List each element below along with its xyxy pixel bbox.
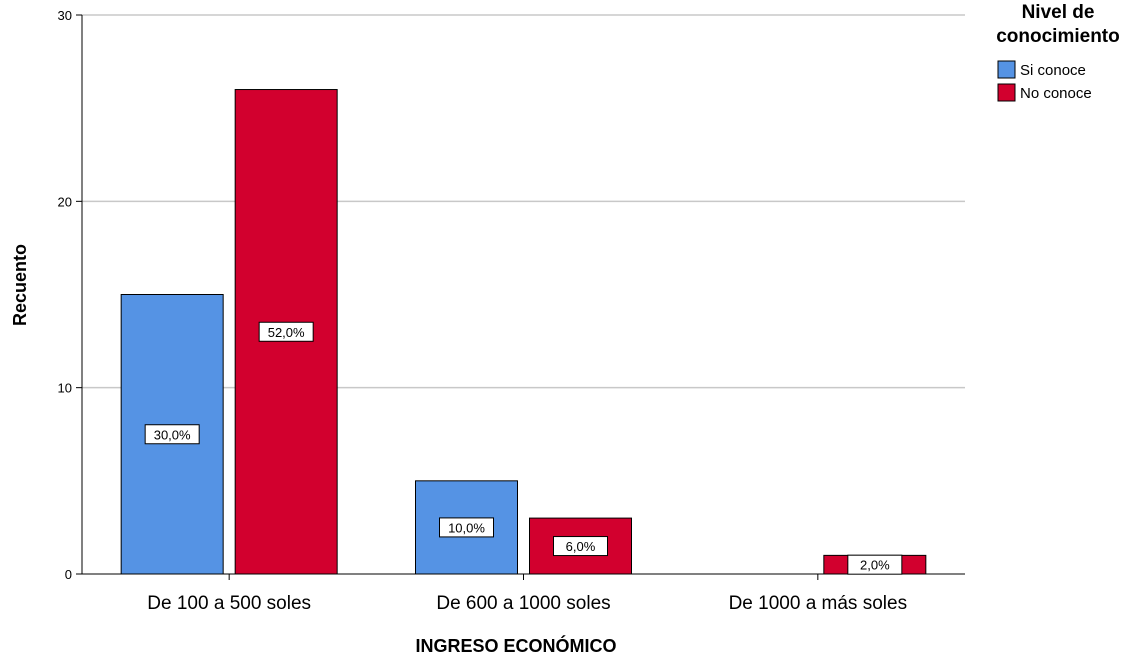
y-tick-label: 10 — [58, 381, 72, 396]
y-tick-label: 20 — [58, 194, 72, 209]
y-axis-title: Recuento — [10, 244, 30, 326]
legend-items: Si conoce No conoce — [997, 60, 1092, 102]
data-label: 52,0% — [268, 325, 305, 340]
legend-swatch — [997, 60, 1016, 79]
legend-swatch — [997, 83, 1016, 102]
data-label: 10,0% — [448, 520, 485, 535]
data-label: 2,0% — [860, 558, 890, 573]
legend-title-line-2: conocimiento — [996, 26, 1120, 47]
data-label-box — [258, 321, 314, 342]
data-label: 30,0% — [154, 427, 191, 442]
bars — [120, 89, 927, 575]
gridlines — [82, 14, 965, 389]
x-axis-title: INGRESO ECONÓMICO — [415, 635, 616, 655]
y-tick-label: 30 — [58, 8, 72, 23]
x-axis-ticks: De 100 a 500 soles De 600 a 1000 soles De … — [147, 574, 907, 614]
data-label-box — [144, 424, 200, 445]
legend: Nivel de conocimiento Si conoce No conoce — [996, 2, 1120, 102]
data-label-box — [439, 517, 494, 538]
data-label-box — [847, 554, 903, 575]
y-tick-label: 0 — [65, 567, 72, 582]
legend-label: Si conoce — [1020, 62, 1086, 79]
data-label-box — [553, 536, 608, 557]
legend-label: No conoce — [1020, 85, 1092, 102]
data-label: 6,0% — [566, 539, 596, 554]
y-axis-ticks: 0 10 20 30 — [58, 8, 82, 582]
x-tick-label: De 100 a 500 soles — [147, 593, 311, 614]
x-tick-label: De 1000 a más soles — [729, 593, 908, 614]
data-labels: 30,0% 52,0% 10,0% 6,0% 2,0% — [144, 321, 903, 575]
x-tick-label: De 600 a 1000 soles — [436, 593, 610, 614]
legend-title-line-1: Nivel de — [1022, 2, 1095, 23]
